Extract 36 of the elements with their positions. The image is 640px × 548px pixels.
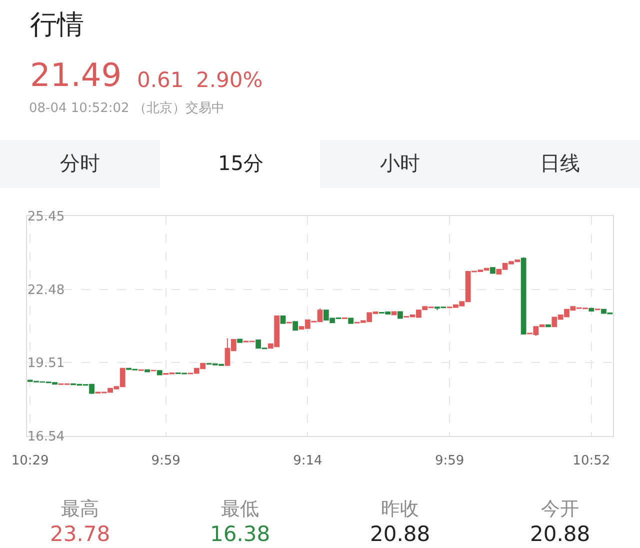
text: 2.90%: [196, 68, 263, 92]
candlestick: [588, 308, 594, 312]
text: 小时: [380, 151, 420, 175]
text: 23.78: [50, 522, 110, 546]
candlestick: [280, 316, 286, 324]
candlestick: [520, 256, 526, 336]
text: 最低: [221, 498, 259, 520]
text: 20.88: [530, 522, 590, 546]
candlestick: [397, 311, 403, 319]
candlestick: [156, 370, 162, 376]
x-tick-label: 9:14: [293, 454, 322, 469]
text: 0.61: [137, 68, 184, 92]
y-tick-label: 22.48: [27, 282, 65, 298]
chart-title: 行情: [30, 9, 84, 40]
x-tick-label: 10:29: [11, 454, 49, 469]
text: 16.38: [210, 522, 270, 546]
x-tick-label: 9:59: [151, 454, 180, 469]
candlestick: [237, 338, 243, 343]
text: 15分: [218, 151, 264, 175]
x-tick-label: 9:59: [434, 454, 464, 469]
y-tick-label: 19.51: [27, 356, 65, 372]
text: 今开: [541, 498, 579, 520]
text: 分时: [60, 151, 100, 175]
text: 08-04 10:52:02 （北京）交易中: [29, 100, 224, 116]
y-tick-label: 25.45: [27, 210, 65, 225]
text: 20.88: [370, 522, 430, 546]
text: 最高: [61, 498, 99, 520]
candlestick: [144, 369, 150, 372]
text: 21.49: [30, 56, 122, 94]
candlestick: [348, 318, 354, 324]
text: 日线: [540, 151, 580, 175]
y-tick-label: 16.54: [27, 430, 65, 445]
candlestick: [292, 321, 298, 331]
x-tick-label: 10:52: [572, 454, 610, 469]
text: 昨收: [381, 498, 419, 520]
candlestick: [490, 267, 496, 274]
